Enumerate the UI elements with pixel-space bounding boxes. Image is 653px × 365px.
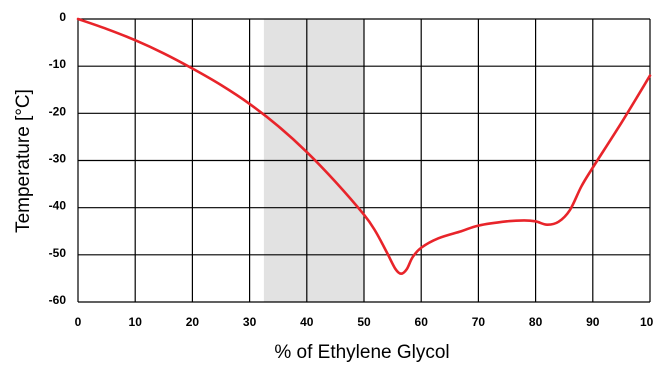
- y-tick-label: -60: [49, 293, 67, 307]
- x-tick-label: 50: [357, 315, 371, 329]
- y-axis-title: Temperature [°C]: [13, 89, 34, 233]
- y-tick-label: -10: [49, 57, 67, 71]
- grid-layer: [77, 18, 651, 303]
- x-tick-label: 10: [129, 315, 143, 329]
- x-tick-label: 0: [75, 315, 82, 329]
- y-tick-label: -40: [49, 199, 67, 213]
- freezing-point-line: [76, 17, 652, 275]
- x-tick-label: 40: [300, 315, 314, 329]
- y-tick-label: -50: [49, 246, 67, 260]
- x-tick-label: 100: [640, 315, 653, 329]
- x-tick-label: 30: [243, 315, 257, 329]
- x-tick-label: 60: [415, 315, 429, 329]
- x-axis-title: % of Ethylene Glycol: [274, 342, 449, 363]
- x-tick-label: 90: [586, 315, 600, 329]
- y-tick-label: -20: [49, 104, 67, 118]
- x-tick-label: 80: [529, 315, 543, 329]
- x-tick-label: 20: [186, 315, 200, 329]
- y-tick-labels: 0 -10 -20 -30 -40 -50 -60: [49, 10, 67, 307]
- x-tick-labels: 0 10 20 30 40 50 60 70 80 90 100: [75, 315, 653, 329]
- y-tick-label: 0: [59, 10, 66, 24]
- x-tick-label: 70: [472, 315, 486, 329]
- series-layer: [76, 17, 652, 275]
- y-tick-label: -30: [49, 152, 67, 166]
